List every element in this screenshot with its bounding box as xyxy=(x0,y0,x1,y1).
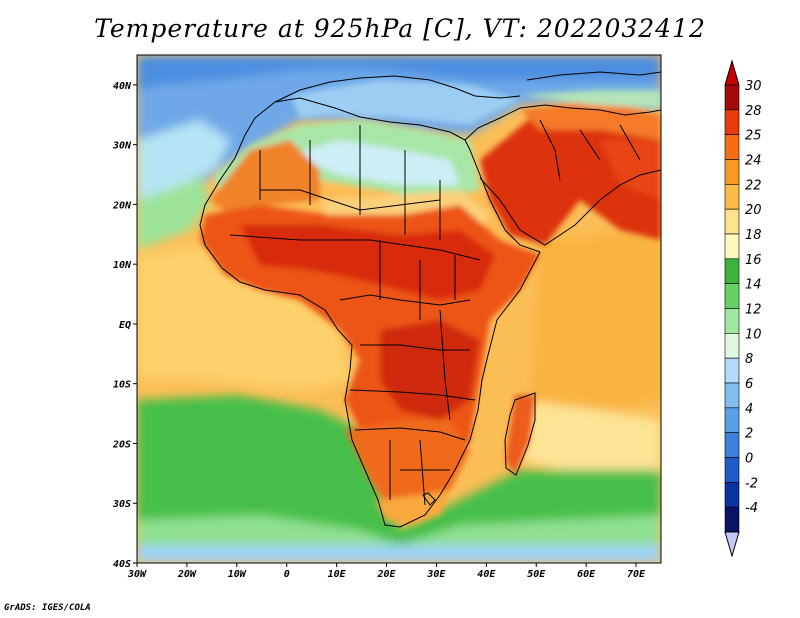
colorbar-segment xyxy=(724,233,740,260)
lat-tick-label: 40N xyxy=(113,81,132,92)
lat-tick-label: 10N xyxy=(113,260,132,271)
colorbar-segment xyxy=(724,159,740,185)
colorbar-label: 18 xyxy=(745,228,762,243)
colorbar-label: 16 xyxy=(745,253,762,268)
colorbar-segment xyxy=(724,506,740,533)
colorbar-label: 28 xyxy=(745,104,762,119)
colorbar-label: 0 xyxy=(745,452,753,467)
colorbar-label: 30 xyxy=(745,79,762,94)
longitude-axis: 30W 20W 10W 0 10E 20E 30E 40E 50E 60E 70E xyxy=(127,563,646,580)
colorbar-label: 4 xyxy=(745,402,753,417)
colorbar-segment xyxy=(724,407,740,433)
lon-tick-label: 20W xyxy=(177,569,197,580)
colorbar-segment xyxy=(724,208,740,235)
lon-tick-label: 30W xyxy=(127,569,147,580)
colorbar-label: 6 xyxy=(745,377,753,392)
lat-tick-label: 40S xyxy=(113,559,131,570)
colorbar-segment xyxy=(724,432,740,458)
lon-tick-label: 0 xyxy=(284,569,290,580)
colorbar-segment xyxy=(724,109,740,135)
colorbar-segment xyxy=(724,382,740,409)
latitude-axis: 40N 30N 20N 10N EQ 10S 20S 30S 40S xyxy=(112,81,137,570)
colorbar-segment xyxy=(724,308,740,334)
lon-tick-label: 60E xyxy=(577,569,596,580)
colorbar-label: 10 xyxy=(745,327,762,342)
lat-tick-label: EQ xyxy=(119,320,131,331)
lon-tick-label: 10E xyxy=(328,569,347,580)
lon-tick-label: 70E xyxy=(627,569,646,580)
lon-tick-label: 30E xyxy=(426,569,446,580)
colorbar-label: 20 xyxy=(745,203,762,218)
lon-tick-label: 50E xyxy=(527,569,546,580)
colorbar-segment xyxy=(724,333,740,359)
colorbar-label: 14 xyxy=(745,278,762,293)
colorbar-segment xyxy=(724,134,740,160)
lat-tick-label: 20N xyxy=(112,200,132,211)
colorbar-label: 25 xyxy=(745,129,762,144)
colorbar-segment xyxy=(724,184,740,210)
temperature-field xyxy=(137,55,661,563)
lon-tick-label: 10W xyxy=(228,569,247,580)
colorbar-label: 24 xyxy=(745,154,762,169)
plot-frame xyxy=(136,54,662,564)
colorbar-segment xyxy=(724,283,740,309)
colorbar-segment xyxy=(724,357,740,384)
lat-tick-label: 30S xyxy=(112,499,131,510)
coastlines xyxy=(199,71,661,528)
colorbar-segment xyxy=(724,258,740,284)
colorbar-segment xyxy=(724,457,740,483)
colorbar-segment xyxy=(724,482,740,508)
lon-tick-label: 40E xyxy=(477,569,496,580)
lat-tick-label: 30N xyxy=(112,141,132,152)
lat-tick-label: 20S xyxy=(112,439,131,450)
colorbar-label: 22 xyxy=(745,178,762,193)
chart-title: Temperature at 925hPa [C], VT: 202203241… xyxy=(94,14,706,43)
colorbar-label: 2 xyxy=(745,427,753,442)
colorbar-segment xyxy=(724,84,740,111)
lat-tick-label: 10S xyxy=(113,380,131,391)
colorbar-label: -4 xyxy=(745,501,758,516)
lon-tick-label: 20E xyxy=(376,569,396,580)
colorbar-label: -2 xyxy=(745,476,758,491)
colorbar-label: 12 xyxy=(745,303,762,318)
colorbar-top-arrow xyxy=(724,59,740,86)
colorbar-bottom-arrow xyxy=(724,531,740,558)
colorbar-label: 8 xyxy=(745,352,753,367)
credit-text: GrADS: IGES/COLA xyxy=(4,603,91,613)
